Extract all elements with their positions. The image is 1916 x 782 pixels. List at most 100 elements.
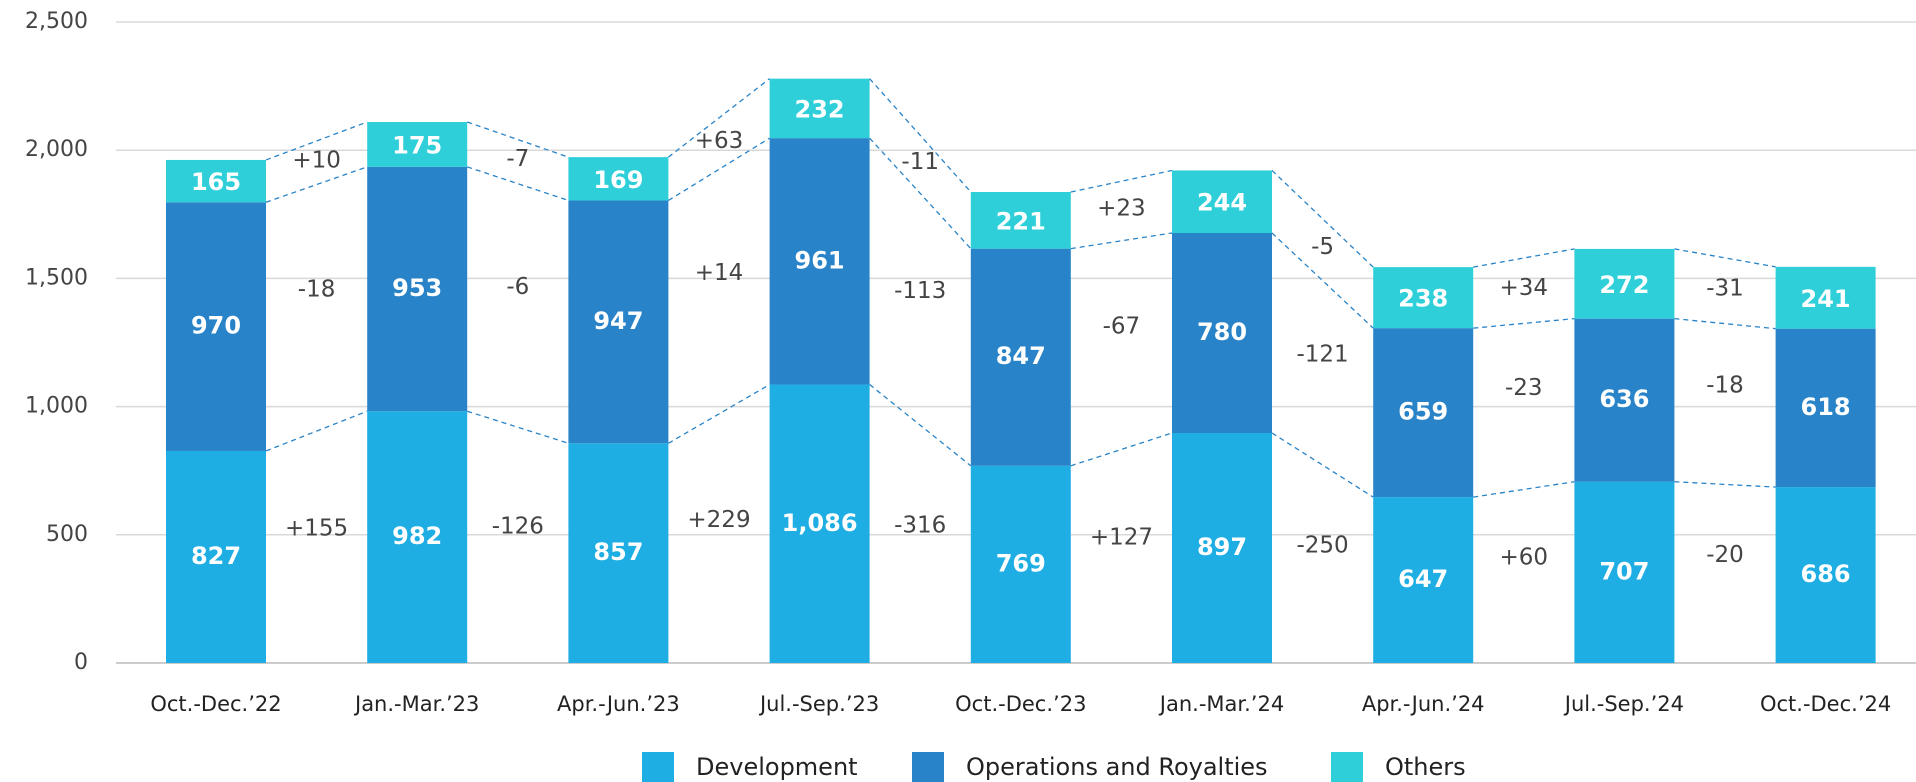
x-tick-label: Oct.-Dec.’23: [955, 692, 1086, 716]
x-tick-label: Oct.-Dec.’22: [150, 692, 281, 716]
x-tick-label: Apr.-Jun.’24: [1362, 692, 1485, 716]
connector: [668, 78, 770, 158]
data-label: 647: [1398, 565, 1448, 593]
data-label: 686: [1801, 560, 1851, 588]
connector: [1473, 318, 1575, 329]
data-label: 847: [996, 342, 1046, 370]
y-tick-label: 1,000: [25, 394, 88, 419]
bar-segment: [568, 157, 669, 201]
data-label: 272: [1599, 271, 1649, 299]
y-tick-label: 2,000: [25, 137, 88, 162]
data-label: 241: [1801, 285, 1851, 313]
data-label: 636: [1599, 385, 1649, 413]
bar-segment: [166, 159, 266, 203]
data-label: 707: [1599, 557, 1649, 585]
bar-segment: [1574, 248, 1675, 319]
x-tick-label: Apr.-Jun.’23: [557, 692, 680, 716]
bar-segment: [1775, 266, 1876, 329]
connector: [1473, 481, 1575, 498]
data-label: 238: [1398, 285, 1448, 313]
bar-segment: [1775, 328, 1876, 488]
change-label: -113: [894, 278, 946, 304]
bar-segment: [1172, 170, 1272, 234]
connector: [1674, 248, 1776, 268]
connector: [1070, 232, 1173, 250]
change-label: -31: [1706, 275, 1744, 301]
connector: [668, 137, 770, 202]
change-label: +14: [695, 260, 744, 286]
change-label: -6: [506, 274, 529, 300]
bar-segment: [367, 166, 468, 412]
bar-segment: [970, 191, 1071, 249]
data-label: 982: [392, 522, 442, 550]
legend-label: Others: [1385, 753, 1466, 781]
bar-segment: [769, 384, 870, 663]
change-label: -121: [1296, 341, 1348, 367]
change-label: -316: [894, 513, 946, 539]
data-label: 897: [1197, 533, 1247, 561]
change-label: +10: [292, 147, 341, 173]
data-label: 244: [1197, 189, 1247, 217]
bar-segment: [1373, 328, 1474, 498]
x-tick-label: Jul.-Sep.’23: [758, 692, 879, 716]
bar-segment: [568, 443, 669, 663]
change-label: -5: [1311, 234, 1334, 260]
legend-swatch: [912, 752, 944, 782]
change-label: +127: [1090, 525, 1153, 551]
y-tick-label: 2,500: [25, 9, 88, 34]
data-label: 165: [191, 168, 241, 196]
data-label: 857: [593, 538, 643, 566]
data-label: 780: [1197, 318, 1247, 346]
y-tick-label: 0: [74, 650, 88, 675]
bar-segment: [1172, 233, 1272, 434]
change-label: +60: [1500, 545, 1549, 571]
x-tick-label: Jan.-Mar.’24: [1158, 692, 1284, 716]
connector: [265, 121, 368, 161]
connector: [1473, 248, 1575, 268]
bar-segment: [367, 121, 468, 167]
bar-segment: [769, 78, 870, 139]
data-label: 769: [996, 549, 1046, 577]
data-label: 169: [593, 166, 643, 194]
data-label: 232: [795, 95, 845, 123]
data-label: 970: [191, 312, 241, 340]
change-label: +23: [1097, 196, 1146, 222]
y-tick-label: 1,500: [25, 265, 88, 290]
y-tick-label: 500: [46, 522, 88, 547]
change-label: +229: [687, 507, 750, 533]
change-label: -126: [492, 514, 544, 540]
change-label: +34: [1500, 275, 1549, 301]
connector: [265, 410, 368, 452]
data-label: 961: [795, 246, 845, 274]
change-label: -23: [1505, 375, 1543, 401]
legend-swatch: [642, 752, 674, 782]
bar-segment: [1775, 487, 1876, 663]
data-label: 947: [593, 307, 643, 335]
data-label: 175: [392, 131, 442, 159]
change-label: +63: [695, 128, 744, 154]
data-label: 827: [191, 542, 241, 570]
bar-segment: [970, 248, 1071, 466]
connector: [1070, 432, 1173, 467]
connector: [1271, 432, 1374, 498]
data-label: 659: [1398, 398, 1448, 426]
change-label: -250: [1296, 533, 1348, 559]
x-tick-label: Jul.-Sep.’24: [1563, 692, 1684, 716]
change-label: -67: [1103, 314, 1141, 340]
connector: [869, 78, 972, 193]
bar-segment: [568, 200, 669, 444]
x-tick-label: Oct.-Dec.’24: [1760, 692, 1891, 716]
change-label: -18: [298, 276, 336, 302]
bar-segment: [166, 202, 266, 451]
connector: [1070, 169, 1173, 193]
bar-segment: [1574, 481, 1675, 663]
connector: [869, 137, 972, 250]
bar-segment: [1373, 267, 1474, 329]
bar-segment: [367, 411, 468, 663]
connector: [668, 383, 770, 444]
bar-segment: [970, 465, 1071, 663]
data-label: 221: [996, 207, 1046, 235]
bar-segment: [1373, 497, 1474, 663]
legend-swatch: [1331, 752, 1363, 782]
legend-label: Development: [696, 753, 858, 781]
